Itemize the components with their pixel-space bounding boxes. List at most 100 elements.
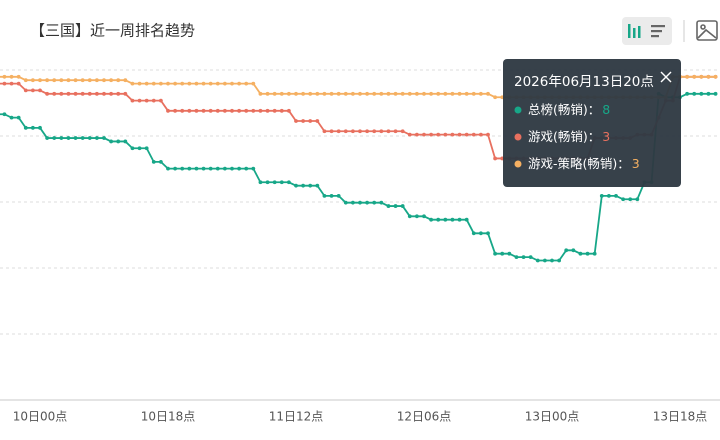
tooltip-title: 2026年06月13日20点 bbox=[514, 74, 654, 90]
point bbox=[2, 74, 7, 79]
point bbox=[30, 88, 35, 93]
tooltip-separator: ： bbox=[617, 156, 630, 171]
point bbox=[393, 204, 398, 208]
point bbox=[706, 91, 711, 96]
point bbox=[322, 129, 327, 134]
plot-area bbox=[0, 74, 718, 263]
point bbox=[407, 132, 412, 137]
point bbox=[308, 119, 313, 123]
point bbox=[151, 81, 156, 86]
point bbox=[279, 180, 284, 185]
point bbox=[52, 91, 57, 96]
point bbox=[158, 81, 163, 86]
point bbox=[180, 108, 185, 113]
point bbox=[208, 108, 213, 113]
point bbox=[457, 132, 462, 137]
tooltip-value: 3 bbox=[602, 129, 610, 144]
point bbox=[272, 108, 277, 113]
point bbox=[350, 200, 355, 205]
tooltip-close[interactable] bbox=[660, 71, 672, 83]
point bbox=[45, 136, 50, 140]
point bbox=[294, 119, 298, 123]
point bbox=[272, 91, 277, 96]
list-icon[interactable] bbox=[651, 25, 665, 38]
point bbox=[80, 136, 85, 140]
point bbox=[23, 78, 28, 83]
point bbox=[486, 132, 490, 137]
point bbox=[464, 91, 469, 96]
point bbox=[329, 193, 334, 198]
point bbox=[471, 91, 476, 96]
point bbox=[301, 119, 306, 123]
point bbox=[315, 119, 320, 123]
point bbox=[272, 180, 277, 185]
point bbox=[329, 91, 334, 96]
point bbox=[471, 132, 476, 137]
x-tick-label: 10日18点 bbox=[141, 410, 196, 424]
point bbox=[400, 129, 405, 134]
point bbox=[251, 108, 256, 113]
point bbox=[123, 78, 128, 83]
point bbox=[208, 166, 213, 171]
point bbox=[59, 91, 64, 96]
point bbox=[635, 197, 640, 202]
point bbox=[258, 108, 263, 113]
point bbox=[2, 81, 7, 86]
point bbox=[706, 74, 711, 79]
point bbox=[486, 91, 490, 96]
point bbox=[414, 91, 419, 96]
point bbox=[130, 146, 135, 151]
point bbox=[251, 81, 256, 86]
point bbox=[514, 255, 519, 260]
point bbox=[94, 91, 99, 96]
tooltip-value: 8 bbox=[602, 102, 610, 117]
point bbox=[372, 200, 377, 205]
point bbox=[222, 108, 227, 113]
point bbox=[80, 91, 85, 96]
point bbox=[301, 91, 306, 96]
point bbox=[279, 108, 284, 113]
tooltip-marker bbox=[514, 160, 522, 168]
point bbox=[230, 166, 234, 171]
point bbox=[244, 166, 249, 171]
point bbox=[208, 81, 213, 86]
point bbox=[400, 91, 405, 96]
point bbox=[9, 115, 14, 120]
point bbox=[315, 91, 320, 96]
point bbox=[429, 91, 434, 96]
x-tick-label: 10日00点 bbox=[13, 410, 68, 424]
point bbox=[187, 108, 192, 113]
point bbox=[685, 91, 690, 96]
tooltip-value: 3 bbox=[632, 156, 640, 171]
point bbox=[614, 193, 618, 198]
point bbox=[59, 136, 64, 140]
point bbox=[365, 91, 370, 96]
point bbox=[379, 91, 384, 96]
point bbox=[585, 251, 590, 256]
point bbox=[621, 197, 626, 202]
point bbox=[443, 91, 448, 96]
point bbox=[493, 156, 498, 161]
point bbox=[16, 81, 21, 86]
point bbox=[237, 81, 242, 86]
point bbox=[258, 91, 263, 96]
point bbox=[87, 78, 92, 83]
point bbox=[59, 78, 64, 83]
point bbox=[436, 132, 441, 137]
point bbox=[94, 136, 99, 140]
point bbox=[550, 258, 554, 263]
image-download-button[interactable] bbox=[696, 20, 718, 41]
point bbox=[38, 78, 42, 83]
point bbox=[606, 193, 611, 198]
point bbox=[286, 108, 291, 113]
point bbox=[215, 81, 220, 86]
point bbox=[393, 129, 398, 134]
point bbox=[436, 91, 441, 96]
point bbox=[692, 91, 697, 96]
point bbox=[258, 180, 263, 185]
point bbox=[343, 129, 348, 134]
point bbox=[422, 214, 426, 219]
point bbox=[350, 91, 355, 96]
point bbox=[194, 108, 199, 113]
x-tick-label: 13日00点 bbox=[525, 410, 580, 424]
